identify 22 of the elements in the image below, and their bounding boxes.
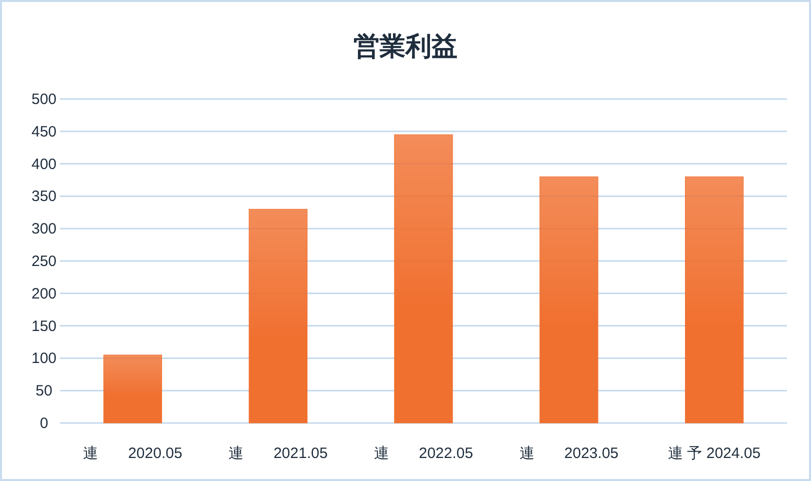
y-tick-label: 150 — [31, 318, 57, 335]
y-tick-label: 250 — [31, 253, 57, 270]
bar — [394, 134, 453, 424]
x-tick-label: 連 2022.05 — [374, 445, 474, 462]
y-tick-label: 100 — [31, 350, 57, 368]
x-tick-label: 連 予 2024.05 — [668, 445, 761, 462]
bar — [248, 208, 308, 424]
x-tick-label: 連 2020.05 — [83, 445, 182, 462]
x-tick-label: 連 2023.05 — [519, 445, 619, 462]
y-tick-label: 50 — [36, 382, 52, 400]
x-tick-label: 連 2021.05 — [228, 445, 328, 462]
bar — [540, 176, 598, 424]
bar — [684, 176, 744, 424]
y-tick-label: 400 — [31, 156, 57, 173]
y-tick-label: 300 — [31, 220, 57, 238]
y-tick-label: 500 — [31, 91, 57, 108]
y-tick-label: 350 — [31, 188, 57, 206]
y-tick-label: 200 — [31, 285, 57, 302]
chart-title: 営業利益 — [354, 31, 458, 61]
y-tick-label: 0 — [40, 415, 48, 432]
bar — [103, 354, 162, 424]
y-tick-label: 450 — [31, 123, 57, 140]
